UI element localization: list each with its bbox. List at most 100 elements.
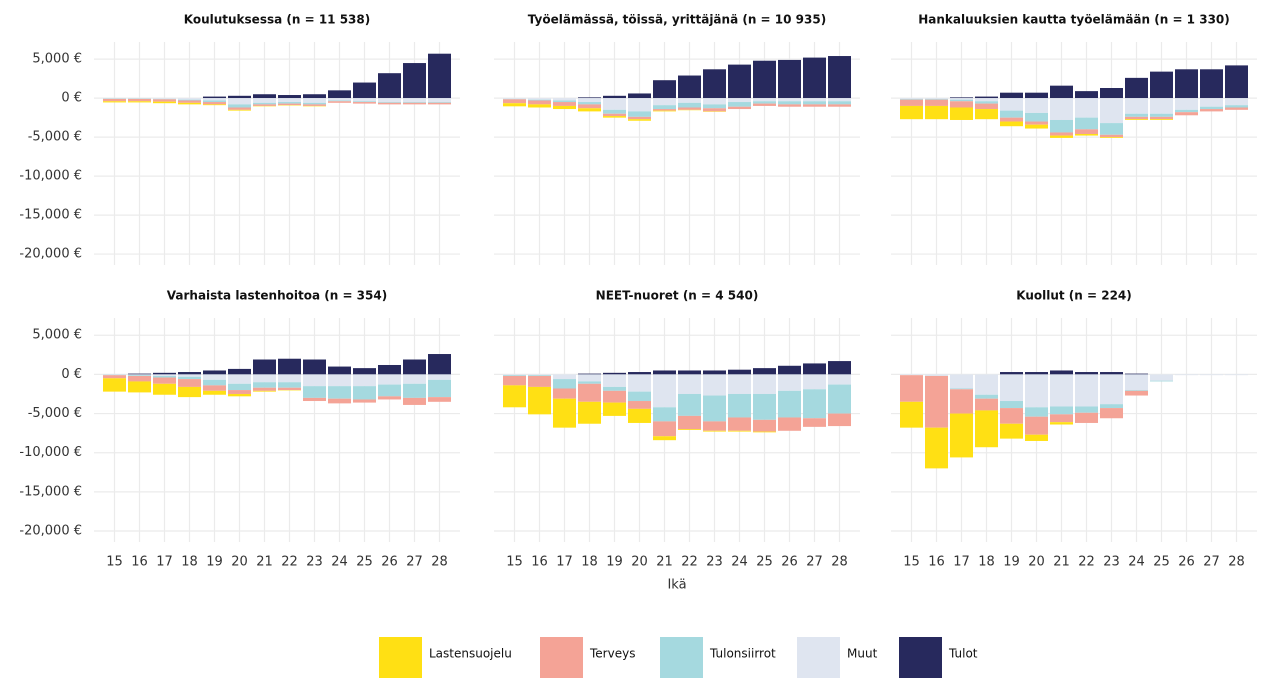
bar-segment [1000,423,1023,439]
bar-segment [403,359,426,375]
bar-segment [628,401,651,409]
bar-segment [703,421,726,431]
bar-segment [828,104,851,107]
bar-segment [528,99,551,101]
bar-segment [703,108,726,112]
bar-segment [950,374,973,389]
bar-segment [728,393,751,418]
bar-segment [900,401,923,428]
bar-segment [925,374,948,376]
legend-label: Lastensuojelu [429,647,512,661]
bar-segment [203,385,226,391]
y-tick-label: -20,000 € [19,524,82,539]
bar-segment [628,93,651,99]
bar-segment [553,374,576,380]
bar-segment [1100,372,1123,375]
x-tick-label: 19 [206,555,223,570]
bar-segment [228,390,251,394]
bar-segment [653,436,676,441]
x-tick-label: 19 [1003,555,1020,570]
bar-segment [528,375,551,376]
bar-segment [1175,112,1198,116]
bar-segment [1125,113,1148,117]
bar-segment [1125,374,1148,391]
bar-segment [778,59,801,99]
bar-segment [900,98,923,99]
bar-segment [528,100,551,105]
bar-segment [203,98,226,101]
bar-segment [1050,135,1073,138]
bar-segment [1125,390,1148,396]
bar-segment [303,104,326,106]
bar-segment [678,374,701,394]
bar-segment [203,379,226,386]
panel-title: Kuollut (n = 224) [1016,289,1132,303]
x-tick-label: 17 [556,555,573,570]
x-tick-label: 26 [381,555,398,570]
x-tick-label: 23 [1103,555,1120,570]
bar-segment [653,105,676,110]
bar-segment [428,102,451,105]
bar-segment [553,398,576,428]
bar-segment [678,415,701,430]
bar-segment [950,98,973,100]
bar-segment [1200,69,1223,99]
bar-segment [803,389,826,419]
bar-segment [1000,374,1023,402]
bar-segment [803,418,826,427]
bar-segment [778,98,801,102]
bar-segment [1025,407,1048,417]
bar-segment [728,64,751,99]
bar-segment [653,110,676,112]
bar-segment [728,106,751,110]
bar-segment [228,368,251,375]
bar-segment [278,95,301,99]
bar-segment [428,379,451,398]
bar-segment [1025,374,1048,408]
bar-segment [353,98,376,102]
bar-segment [1200,98,1223,107]
bar-segment [1075,98,1098,118]
bar-segment [950,388,973,390]
bar-segment [503,375,526,386]
x-tick-label: 21 [256,555,273,570]
bar-segment [228,107,251,110]
bar-segment [353,374,376,387]
bar-segment [975,410,998,448]
legend-label: Muut [847,647,878,661]
panel-title: Varhaista lastenhoitoa (n = 354) [167,289,387,303]
bar-segment [1025,92,1048,99]
bar-segment [1050,98,1073,120]
bar-segment [303,374,326,387]
bar-segment [178,376,201,380]
bar-segment [803,57,826,99]
x-axis-label: Ikä [667,578,686,593]
bar-segment [578,102,601,105]
bar-segment [950,101,973,108]
bar-segment [1100,408,1123,419]
bar-segment [778,104,801,107]
bar-segment [553,102,576,106]
bar-segment [1225,374,1248,376]
bar-segment [703,374,726,396]
bar-segment [1000,121,1023,127]
panel-title: Hankaluuksien kautta työelämään (n = 1 3… [918,13,1230,27]
bar-segment [353,82,376,99]
bar-segment [1050,414,1073,423]
bar-segment [303,102,326,105]
bar-segment [1100,374,1123,405]
bar-segment [1200,109,1223,112]
bar-segment [1100,134,1123,138]
x-tick-label: 26 [1178,555,1195,570]
bar-segment [628,98,651,112]
bar-segment [103,101,126,103]
bar-segment [950,97,973,99]
bar-segment [1025,416,1048,435]
bar-segment [303,98,326,103]
bar-segment [803,101,826,105]
bar-segment [278,382,301,388]
bar-segment [603,113,626,117]
bar-segment [403,383,426,398]
y-tick-label: -5,000 € [28,130,82,145]
bar-segment [353,101,376,103]
